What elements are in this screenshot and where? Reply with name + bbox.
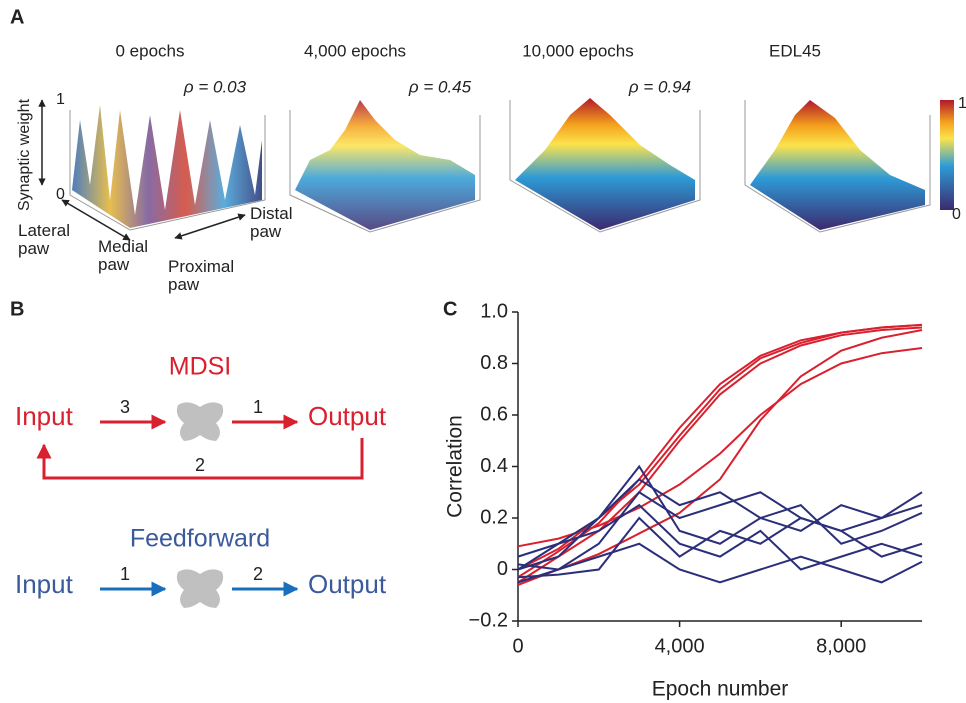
diagram-title: MDSI: [169, 353, 232, 381]
plot-title: 10,000 epochs: [522, 41, 634, 60]
x-tick-label: 0: [512, 635, 523, 657]
x-tick-label: 8,000: [816, 635, 866, 657]
colorbar-label: 0: [952, 206, 961, 223]
axis-label: Medial paw: [98, 237, 149, 274]
node: Output: [308, 569, 387, 599]
rho: ρ = 0.03: [183, 77, 247, 96]
y-tick-label: 0.6: [480, 403, 508, 425]
step: 2: [195, 455, 205, 475]
series-line: [517, 464, 923, 571]
plot-title: 0 epochs: [116, 41, 185, 60]
series-line: [517, 326, 923, 584]
colorbar-label: 1: [958, 95, 966, 112]
axis-label: Lateral paw: [18, 221, 70, 258]
rho: ρ = 0.94: [628, 77, 691, 96]
series-line: [517, 347, 923, 548]
panel-label: C: [443, 298, 457, 320]
mdsi-diagram: MDSI Input Output 3 1 2: [15, 353, 387, 480]
arrow: [174, 213, 246, 240]
node: Input: [15, 569, 74, 599]
series-line: [517, 329, 923, 586]
feedforward-diagram: Feedforward Input Output 1 2: [15, 525, 387, 608]
axis-tick: 1: [56, 91, 65, 108]
y-tick-label: 0.2: [480, 506, 508, 528]
colorbar: [940, 100, 954, 210]
series-line: [517, 323, 923, 579]
y-tick-label: 0.4: [480, 455, 508, 477]
series-line: [517, 490, 923, 584]
node: Output: [308, 401, 387, 431]
arrow: [61, 199, 131, 241]
y-tick-label: 0: [497, 558, 508, 580]
y-axis-label: Synaptic weight: [16, 98, 33, 211]
y-tick-label: −0.2: [469, 609, 508, 631]
rho: ρ = 0.45: [408, 77, 472, 96]
plot-title: 4,000 epochs: [304, 41, 406, 60]
axis-label: Distal paw: [250, 204, 293, 241]
panel-label: B: [10, 298, 24, 320]
y-tick-label: 1.0: [480, 300, 508, 322]
plot-title: EDL45: [769, 41, 821, 60]
node: Input: [15, 401, 74, 431]
panel-label: A: [10, 6, 24, 28]
step: 3: [120, 397, 130, 417]
axis-tick: 0: [56, 186, 65, 203]
step: 1: [120, 564, 130, 584]
series-line: [517, 323, 923, 571]
y-axis-label: Correlation: [444, 415, 467, 518]
y-tick-label: 0.8: [480, 352, 508, 374]
axis-label: Proximal paw: [168, 257, 235, 294]
step: 1: [253, 397, 263, 417]
x-axis-label: Epoch number: [652, 678, 789, 701]
step: 2: [253, 564, 263, 584]
series-line: [517, 503, 923, 571]
surface-plot: [69, 98, 931, 233]
series-line: [517, 542, 923, 584]
series-line: [517, 478, 923, 571]
x-tick-label: 4,000: [655, 635, 705, 657]
series-line: [517, 516, 923, 579]
diagram-title: Feedforward: [130, 525, 270, 553]
